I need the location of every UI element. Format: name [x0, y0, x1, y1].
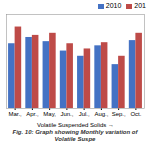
html-text:2010: 2010	[105, 2, 122, 9]
svg-text:May,: May,	[43, 111, 56, 117]
svg-text:Jun.,: Jun.,	[60, 111, 73, 117]
html-text:201: 201	[134, 2, 146, 9]
svg-text:Sep.,: Sep.,	[112, 111, 126, 117]
svg-text:Apr.,: Apr.,	[26, 111, 39, 117]
html-text:Fig. 10: Graph showing Monthly: Fig. 10: Graph showing Monthly variation…	[12, 129, 138, 142]
svg-text:Volatile Suspended Solids →: Volatile Suspended Solids →	[37, 122, 114, 128]
svg-text:Jul.,: Jul.,	[79, 111, 90, 117]
svg-text:Mar.,: Mar.,	[8, 111, 22, 117]
svg-text:Oct.: Oct.	[130, 111, 141, 117]
svg-text:Aug.,: Aug.,	[94, 111, 108, 117]
